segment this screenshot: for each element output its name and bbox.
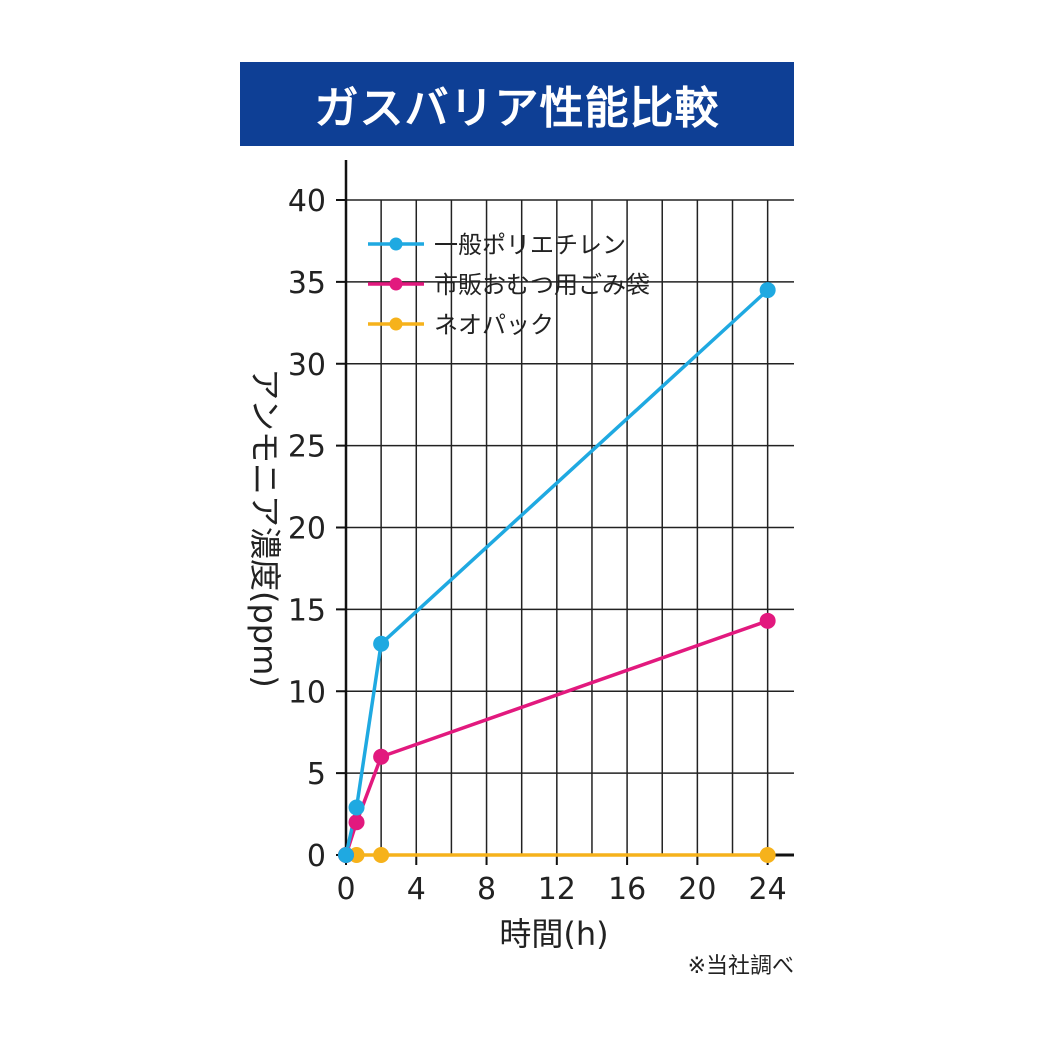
x-tick-label-1: 4 — [407, 872, 426, 907]
series-line-0 — [344, 288, 769, 856]
x-tick-labels: 0 4 8 12 16 20 24 — [336, 872, 786, 907]
y-tick-label-1: 5 — [307, 757, 326, 792]
source-note: ※当社調べ — [687, 954, 794, 979]
series-2-point-2 — [373, 847, 390, 863]
x-tick-label-3: 12 — [538, 872, 576, 907]
y-tick-label-6: 30 — [288, 348, 326, 383]
y-tick-label-4: 20 — [288, 512, 326, 547]
legend-label-1: 市販おむつ用ごみ袋 — [434, 271, 650, 299]
series-1-point-3 — [759, 612, 776, 629]
y-tick-label-8: 40 — [288, 184, 326, 219]
x-tick-label-0: 0 — [336, 872, 355, 907]
grid — [345, 160, 794, 855]
series-group — [338, 282, 776, 863]
series-0-point-1 — [348, 799, 365, 816]
chart-title: ガスバリア性能比較 — [240, 62, 794, 146]
series-1-point-2 — [373, 748, 390, 765]
legend-label-2: ネオパック — [434, 311, 554, 339]
legend-marker-2 — [389, 317, 403, 331]
x-tick-label-4: 16 — [608, 872, 646, 907]
series-1-point-1 — [348, 814, 365, 831]
y-tick-label-5: 25 — [288, 430, 326, 465]
legend-marker-0 — [389, 237, 403, 251]
series-0-point-0 — [338, 847, 354, 863]
y-axis-label: アンモニア濃度(ppm) — [246, 368, 284, 688]
x-tick-label-2: 8 — [477, 872, 496, 907]
legend-marker-1 — [389, 277, 403, 291]
y-tick-label-7: 35 — [288, 266, 326, 301]
series-2-point-3 — [759, 847, 776, 863]
series-0-point-3 — [759, 282, 776, 299]
y-tick-label-0: 0 — [307, 839, 326, 874]
legend-label-0: 一般ポリエチレン — [434, 231, 626, 259]
x-axis-label: 時間(h) — [499, 915, 608, 953]
y-tick-labels: 0 5 10 15 20 25 30 35 40 — [288, 184, 326, 874]
axes — [336, 160, 794, 865]
x-tick-label-6: 24 — [749, 872, 787, 907]
x-tick-label-5: 20 — [678, 872, 716, 907]
y-tick-label-2: 10 — [288, 675, 326, 710]
series-0-point-2 — [373, 635, 390, 652]
y-tick-label-3: 15 — [288, 593, 326, 628]
